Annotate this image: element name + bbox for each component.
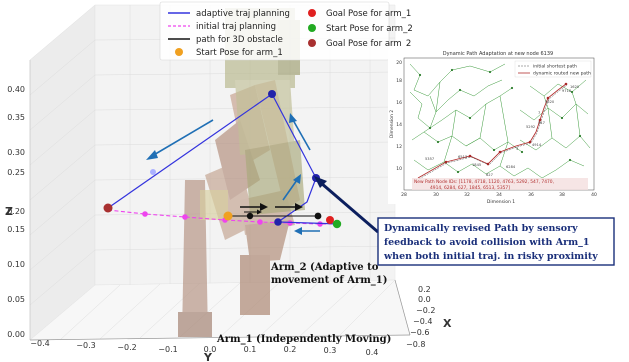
x-tick: −0.6: [410, 328, 429, 337]
z-tick: 0.10: [7, 260, 25, 269]
y-axis-label: Y: [203, 351, 213, 362]
callout-box: Dynamically revised Path by sensory feed…: [377, 217, 615, 266]
z-tick: 0.40: [7, 85, 25, 94]
inset-node-label: 547: [538, 121, 545, 125]
inset-x-tick: 28: [401, 192, 407, 198]
adaptive-traj-line: [107, 93, 341, 225]
z-tick: 0.00: [7, 330, 25, 339]
inset-y-tick: 14: [396, 122, 402, 128]
inset-node-label: 627: [486, 173, 493, 177]
obstacle-path-point: [314, 212, 322, 220]
inset-node-label: 5620: [545, 100, 555, 104]
callout-line-1: Dynamically revised Path by sensory: [384, 223, 578, 234]
inset-node-label: 4914: [532, 143, 542, 147]
inset-x-tick: 36: [528, 192, 534, 198]
inset-node-label: 6284: [506, 165, 516, 169]
start-pose-arm1-marker: [223, 211, 233, 221]
legend-label-obstacle: path for 3D obstacle: [196, 35, 283, 45]
x-axis: 0.2 0.0 −0.2 −0.4 −0.6 −0.8 X: [406, 285, 452, 349]
inset-y-tick: 20: [396, 60, 402, 66]
inset-legend-dynamic: dynamic routed new path: [533, 71, 591, 77]
inset-y-tick: 18: [396, 78, 402, 84]
z-tick: 0.15: [7, 225, 25, 234]
legend-label-start-arm1: Start Pose for arm_1: [196, 48, 283, 58]
inset-path-ids-line2: 4914, 6284, 627, 1845, 6513, 5357]: [430, 185, 510, 191]
inset-node-label: 9718: [562, 89, 572, 93]
inset-node-label: 3: [516, 147, 518, 151]
inset-x-tick: 34: [496, 192, 502, 198]
legend-label-adaptive: adaptive traj planning: [196, 9, 290, 19]
arm-2-label-line-1: Arm_2 (Adaptive to: [270, 262, 379, 273]
adaptive-waypoint: [274, 218, 282, 226]
initial-traj-points: [142, 211, 323, 227]
callout-pointer: [314, 176, 379, 234]
y-tick: −0.4: [30, 339, 49, 348]
inset-x-tick: 32: [464, 192, 470, 198]
arm-2-label-line-2: movement of Arm_1): [271, 275, 388, 286]
inset-node-label: 1620: [570, 85, 580, 89]
inset-y-tick: 16: [396, 100, 402, 106]
z-tick: 0.35: [7, 113, 25, 122]
x-tick: −0.4: [413, 317, 432, 326]
start-pose-arm2-marker: [332, 219, 342, 229]
adaptive-waypoint: [268, 90, 276, 98]
z-tick: 0.05: [7, 295, 25, 304]
callout-line-3: when both initial traj. in risky proximi…: [383, 251, 598, 262]
legend-label-goal-arm1: Goal Pose for arm_1: [326, 9, 411, 19]
inset-node-label: 6513: [458, 155, 467, 159]
z-tick: 0.25: [7, 168, 25, 177]
z-axis-label: Z: [5, 205, 13, 218]
y-axis: −0.4 −0.3 −0.2 −0.1 0.0 0.1 0.2 0.3 0.4 …: [30, 339, 378, 362]
y-tick: 0.0: [204, 345, 217, 354]
x-tick: 0.0: [418, 295, 431, 304]
adaptive-waypoint: [150, 169, 156, 175]
y-tick: 0.3: [324, 346, 337, 355]
y-tick: 0.1: [244, 345, 257, 354]
direction-arrows: [146, 113, 320, 235]
x-tick: −0.8: [406, 340, 425, 349]
inset-title: Dynamic Path Adaptation at new node 6139: [443, 51, 553, 57]
legend-label-start-arm2: Start Pose for arm_2: [326, 24, 413, 34]
arm-1-label: Arm_1 (Independently Moving): [216, 334, 391, 345]
x-tick: −0.2: [416, 306, 435, 315]
goal-pose-arm2-marker: [103, 203, 113, 213]
x-axis-label: X: [443, 317, 452, 330]
inset-node-label: 1845: [472, 163, 481, 167]
y-tick: 0.2: [284, 345, 297, 354]
inset-x-tick: 40: [591, 192, 597, 198]
inset-graph: Dynamic Path Adaptation at new node 6139…: [388, 46, 608, 205]
inset-node-label: 7: [538, 111, 540, 115]
x-tick: 0.2: [418, 285, 431, 294]
inset-path-ids-line1: New Path Node IDs: [1178, 4718, 1120, 47…: [414, 179, 554, 185]
inset-y-tick: 12: [396, 144, 402, 150]
y-tick: −0.1: [158, 345, 177, 354]
callout-line-2: feedback to avoid collision with Arm_1: [384, 237, 590, 248]
z-tick: 0.20: [7, 207, 25, 216]
inset-node-label: 5357: [425, 157, 434, 161]
legend-label-initial: initial traj planning: [196, 22, 276, 32]
trajectories: [103, 90, 342, 229]
inset-x-tick: 38: [559, 192, 565, 198]
goal-pose-arm1-marker: [326, 216, 334, 224]
z-axis: 0.00 0.05 0.10 0.15 0.20 0.25 0.30 0.35 …: [5, 85, 25, 339]
z-tick: 0.30: [7, 148, 25, 157]
legend: adaptive traj planning initial traj plan…: [159, 1, 413, 61]
inset-x-tick: 30: [433, 192, 439, 198]
inset-y-tick: 10: [396, 166, 402, 172]
y-tick: 0.4: [366, 348, 379, 357]
obstacle-path-point: [246, 212, 254, 220]
y-tick: −0.3: [76, 341, 95, 350]
inset-legend-initial: initial shortest path: [533, 64, 577, 70]
inset-node-label: 5292: [526, 125, 535, 129]
inset-x-label: Dimension 1: [487, 199, 515, 205]
y-tick: −0.2: [117, 343, 136, 352]
legend-label-goal-arm2: Goal Pose for arm_2: [326, 39, 411, 49]
inset-y-label: Dimension 2: [389, 110, 395, 138]
